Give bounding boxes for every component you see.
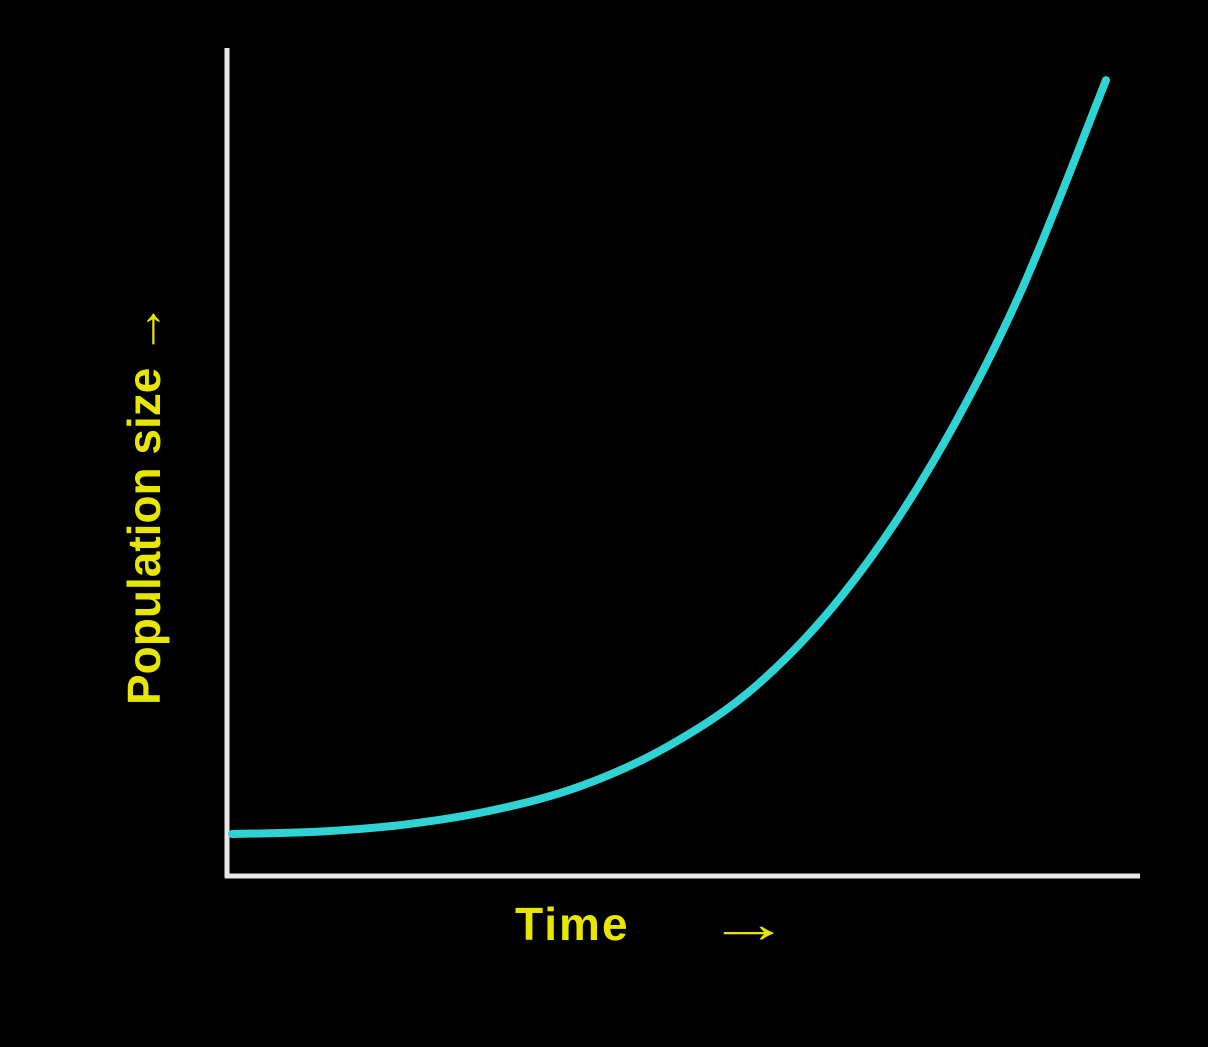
y-axis-arrow: → xyxy=(116,303,174,355)
x-axis-arrow: → xyxy=(707,893,791,954)
x-axis-label: Time xyxy=(515,898,630,950)
x-axis-label-group: Time → xyxy=(515,893,790,954)
population-growth-curve xyxy=(228,76,1110,838)
y-axis-label-group: Population size → xyxy=(116,303,174,705)
y-axis-label: Population size xyxy=(118,368,170,705)
